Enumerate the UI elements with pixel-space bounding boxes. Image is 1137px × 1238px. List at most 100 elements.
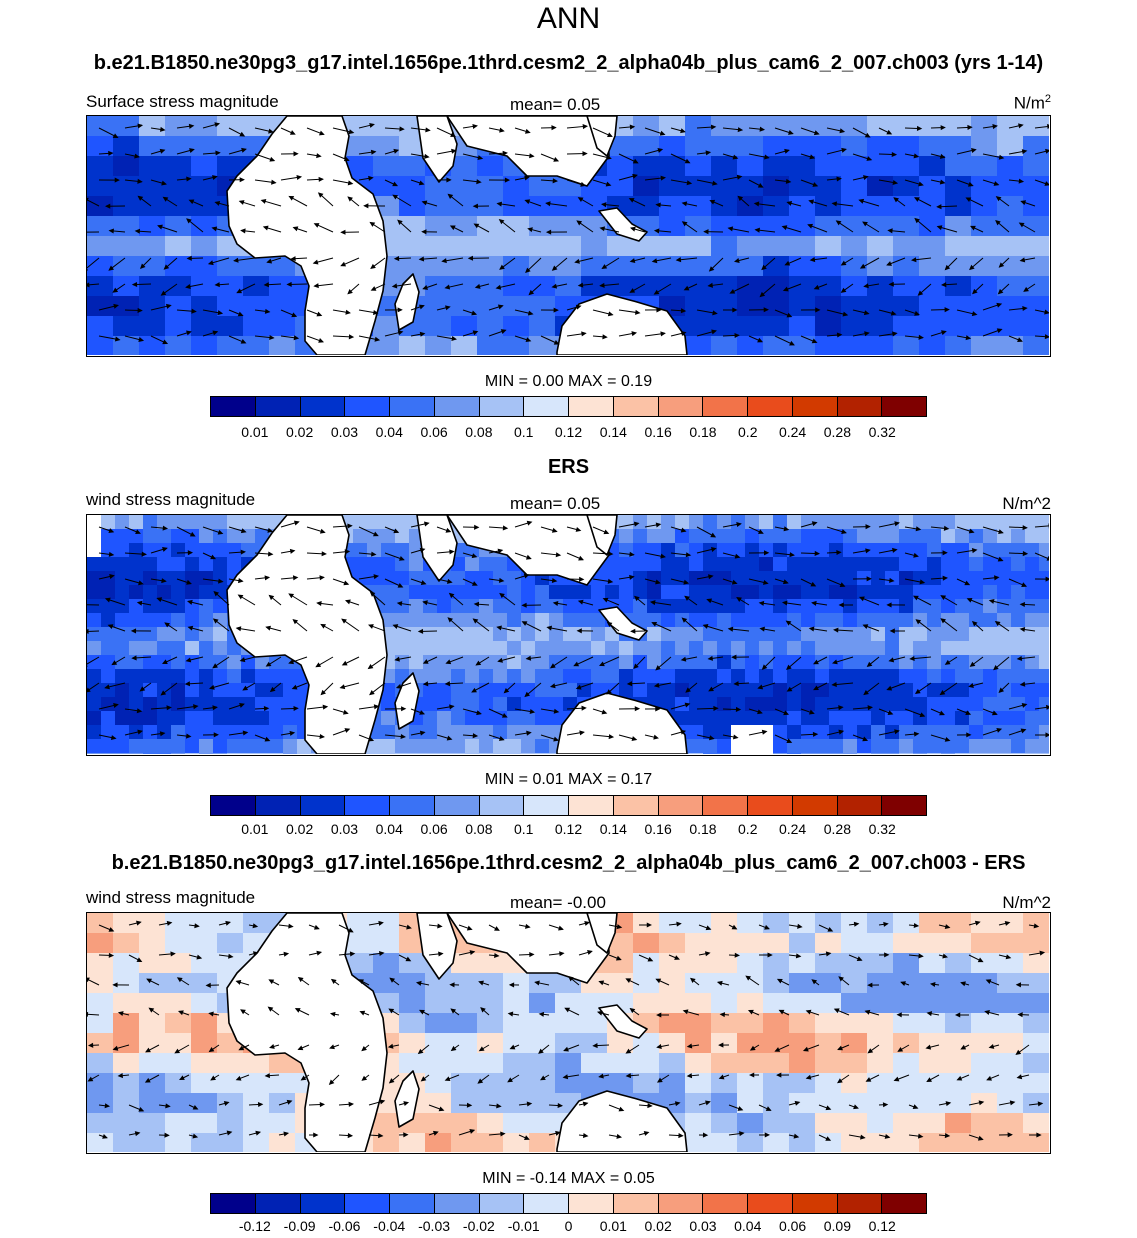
field-cell	[773, 585, 788, 600]
field-cell	[143, 739, 158, 754]
field-cell	[857, 515, 872, 530]
field-cell	[185, 585, 200, 600]
field-cell	[535, 655, 550, 670]
field-cell	[191, 933, 218, 954]
field-cell	[983, 599, 998, 614]
field-cell	[619, 599, 634, 614]
panel1-colorbar-box	[345, 397, 390, 416]
wind-vector-head	[538, 1011, 545, 1017]
wind-vector-head	[502, 150, 508, 156]
wind-vector-head	[372, 309, 379, 315]
field-cell	[685, 1133, 712, 1152]
wind-vector-head	[967, 181, 974, 187]
field-cell	[529, 1093, 556, 1114]
field-cell	[997, 613, 1012, 628]
wind-vector-head	[559, 951, 565, 957]
wind-vector-head	[578, 555, 584, 561]
field-cell	[689, 529, 704, 544]
wind-vector-head	[370, 286, 377, 291]
wind-vector-head	[268, 128, 274, 134]
field-cell	[675, 655, 690, 670]
field-cell	[227, 753, 242, 754]
field-cell	[129, 557, 144, 572]
panel1-mean: mean= 0.05	[510, 95, 601, 114]
wind-vector-head	[472, 123, 478, 129]
wind-vector-head	[890, 310, 897, 316]
wind-vector-head	[469, 950, 476, 956]
wind-vector-head	[300, 1075, 307, 1081]
field-cell	[745, 599, 760, 614]
field-cell	[87, 276, 114, 297]
wind-vector-head	[297, 976, 304, 983]
field-cell	[87, 711, 102, 726]
wind-vector-head	[340, 261, 347, 267]
field-cell	[843, 557, 858, 572]
field-cell	[217, 1093, 244, 1114]
wind-vector-head	[579, 576, 585, 582]
field-cell	[717, 585, 732, 600]
wind-vector-head	[1045, 148, 1049, 154]
wind-vector-head	[420, 580, 427, 585]
wind-vector-head	[628, 198, 635, 203]
field-cell	[283, 669, 298, 684]
field-cell	[703, 711, 718, 726]
field-cell	[841, 1093, 868, 1114]
field-cell	[815, 276, 842, 297]
field-cell	[763, 196, 790, 217]
field-cell	[581, 236, 608, 257]
wind-vector-head	[643, 1131, 650, 1136]
field-cell	[465, 627, 480, 642]
field-cell	[955, 557, 970, 572]
field-cell	[633, 913, 660, 934]
field-cell	[763, 1033, 790, 1054]
field-cell	[647, 515, 662, 530]
land-mask	[226, 913, 388, 1152]
wind-vector-head	[359, 1010, 366, 1016]
field-cell	[437, 641, 452, 656]
field-cell	[893, 316, 920, 337]
field-cell	[969, 753, 984, 754]
wind-vector-head	[778, 1009, 785, 1015]
field-cell	[1039, 515, 1049, 530]
wind-vector-head	[966, 597, 973, 603]
wind-vector-head	[166, 920, 173, 926]
wind-vector-head	[1005, 954, 1012, 960]
field-cell	[269, 1113, 296, 1134]
land-mask	[394, 1070, 420, 1128]
field-cell	[711, 216, 738, 237]
field-cell	[255, 515, 270, 530]
land-mask	[394, 672, 420, 730]
wind-vector-head	[316, 950, 323, 956]
wind-vector-head	[625, 1048, 632, 1054]
field-cell	[893, 176, 920, 197]
wind-vector-head	[863, 175, 869, 181]
field-cell	[997, 753, 1012, 754]
field-cell	[945, 1093, 972, 1114]
field-cell	[143, 753, 158, 754]
wind-vector-head	[226, 1130, 233, 1136]
wind-vector-head	[739, 1131, 745, 1137]
wind-vector-head	[939, 153, 946, 159]
wind-vector-head	[163, 264, 170, 270]
field-cell	[647, 585, 662, 600]
wind-vector-head	[813, 659, 819, 665]
field-cell	[787, 669, 802, 684]
wind-vector-head	[494, 926, 500, 931]
wind-vector-head	[292, 575, 299, 581]
field-cell	[437, 739, 452, 754]
field-cell	[997, 196, 1024, 217]
wind-vector-head	[474, 283, 481, 289]
wind-vector-head	[884, 1133, 891, 1139]
wind-vector-head	[883, 921, 889, 927]
wind-vector-head	[526, 520, 533, 526]
wind-vector-head	[625, 1073, 632, 1079]
panel3-minmax: MIN = -0.14 MAX = 0.05	[482, 1170, 655, 1187]
panel2-tick-label: 0.1	[513, 821, 534, 837]
field-cell	[165, 296, 192, 317]
field-cell	[451, 993, 478, 1014]
field-cell	[185, 557, 200, 572]
field-cell	[199, 683, 214, 698]
field-cell	[227, 669, 242, 684]
wind-vector-head	[839, 128, 846, 134]
wind-vector-head	[944, 307, 950, 313]
